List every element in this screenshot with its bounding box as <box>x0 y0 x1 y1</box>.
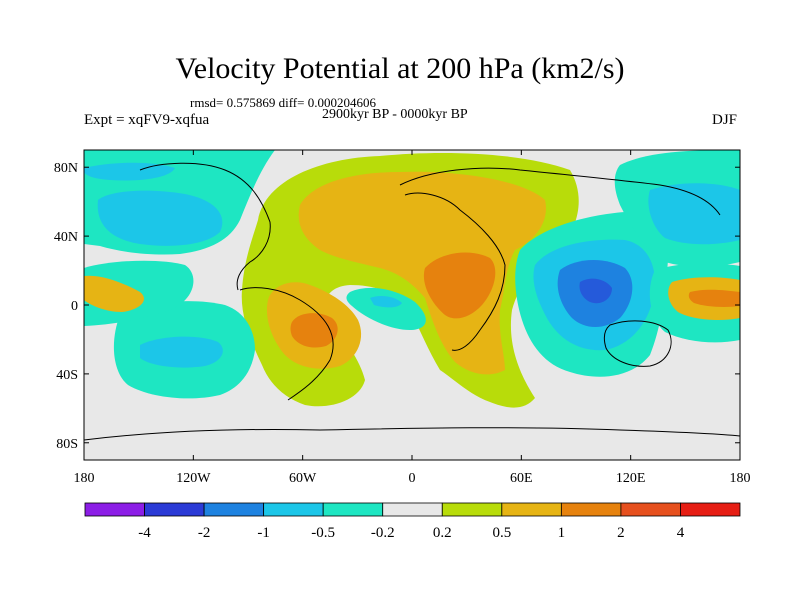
colorbar-label: -4 <box>138 525 151 541</box>
colorbar-label: 1 <box>558 525 566 541</box>
x-tick-label: 60W <box>289 471 317 486</box>
colorbar-labels: -4 -2 -1 -0.5 -0.2 0.2 0.5 1 2 4 <box>138 525 684 541</box>
y-tick-label: 80S <box>56 437 78 452</box>
latitude-axis: 80N 40N 0 40S 80S <box>54 161 740 452</box>
colorbar-label: -0.5 <box>311 525 335 541</box>
colorbar-swatch <box>560 502 622 517</box>
period-label: 2900kyr BP - 0000kyr BP <box>322 107 468 122</box>
experiment-label: Expt = xqFV9-xqfua <box>84 112 210 128</box>
colorbar-label: 4 <box>677 525 685 541</box>
x-tick-label: 120W <box>176 471 211 486</box>
coastline-eurasia <box>399 167 721 216</box>
band-negative-0.5-north-america <box>84 162 175 181</box>
colorbar-label: -2 <box>198 525 211 541</box>
colorbar-label: 0.2 <box>433 525 452 541</box>
x-tick-label: 120E <box>616 471 646 486</box>
band-positive-0.5-west-edge <box>84 275 144 312</box>
band-negative-0.5-north-pacific <box>97 190 223 246</box>
colorbar-swatch <box>501 502 562 517</box>
x-tick-label: 180 <box>74 471 95 486</box>
y-tick-label: 0 <box>71 299 78 314</box>
band-negative-0.5-south-pacific <box>140 336 223 368</box>
band-negative-0.5-east-asia <box>648 183 740 245</box>
coastline-north-america <box>139 162 271 291</box>
band-negative-0.5-atlantic <box>370 295 402 308</box>
colorbar-swatch <box>441 502 503 517</box>
colorbar-swatch <box>382 502 443 517</box>
y-tick-label: 40S <box>56 368 78 383</box>
colorbar-swatch <box>322 502 384 517</box>
y-tick-label: 40N <box>54 230 78 245</box>
x-tick-label: 60E <box>510 471 533 486</box>
colorbar-label: 0.5 <box>492 525 511 541</box>
coastlines <box>84 162 740 441</box>
colorbar-label: -1 <box>257 525 270 541</box>
stats-line: rmsd= 0.575869 diff= 0.000204606 <box>190 95 376 110</box>
colorbar-label: 2 <box>617 525 625 541</box>
colorbar-swatch <box>680 502 741 517</box>
band-negative-0.2-atlantic <box>346 287 426 330</box>
colorbar-swatch <box>620 502 681 517</box>
season-label: DJF <box>712 112 738 128</box>
band-negative-2-maritime <box>579 278 612 304</box>
colorbar-swatch <box>263 502 324 517</box>
x-tick-label: 180 <box>730 471 751 486</box>
band-positive-1-africa <box>423 252 496 319</box>
coastline-south-america <box>239 287 334 401</box>
longitude-axis: 180 120W 60W 0 60E 120E 180 <box>74 150 751 486</box>
colorbar-swatch <box>203 502 265 517</box>
chart-title: Velocity Potential at 200 hPa (km2/s) <box>175 52 625 85</box>
contour-field <box>84 150 740 460</box>
coastline-australia <box>603 320 672 367</box>
colorbar-swatch <box>84 502 145 517</box>
colorbar <box>84 502 741 517</box>
coastline-antarctica <box>84 427 740 441</box>
coastline-africa <box>404 192 506 351</box>
colorbar-label: -0.2 <box>371 525 395 541</box>
band-positive-1-west-pacific <box>688 289 740 307</box>
colorbar-swatch <box>144 502 205 517</box>
x-tick-label: 0 <box>409 471 416 486</box>
y-tick-label: 80N <box>54 161 78 176</box>
